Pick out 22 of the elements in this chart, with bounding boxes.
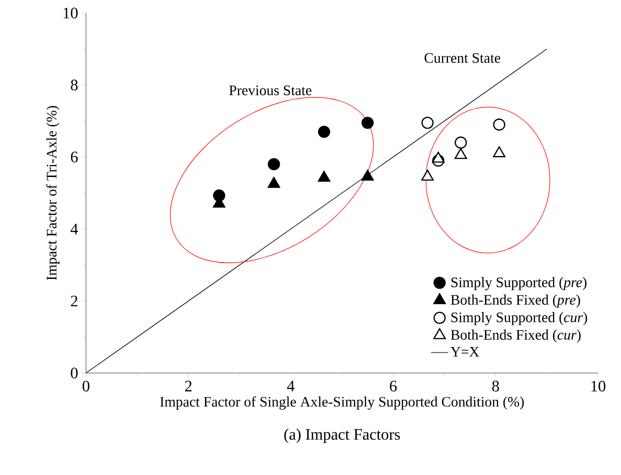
legend-label: Both-Ends Fixed (cur): [450, 330, 581, 343]
y-tick-label: 4: [70, 224, 78, 234]
x-tick-label: 8: [492, 380, 499, 392]
y-axis-title: Impact Factor of Tri-Axle (%): [46, 106, 60, 280]
y-tick-label: 0: [70, 368, 78, 378]
text: (a) Impact Factors: [284, 428, 400, 443]
y-tick-label: 8: [70, 80, 78, 90]
x-tick-label: 2: [185, 380, 192, 392]
y-tick-label: 2: [70, 296, 78, 306]
x-axis-title: Impact Factor of Single Axle-Simply Supported Condition (%): [160, 396, 524, 410]
x-tick-label: 10: [591, 380, 606, 392]
legend-label: Simply Supported (cur): [451, 312, 588, 326]
y-tick-label: 6: [70, 152, 78, 162]
x-tick-label: 0: [82, 380, 90, 392]
x-tick-label: 4: [287, 380, 295, 392]
legend-label: Both-Ends Fixed (pre): [450, 294, 580, 308]
annotation: Current State: [424, 53, 500, 63]
y-tick-label: 10: [64, 8, 78, 18]
legend-label: Simply Supported (pre): [451, 277, 586, 290]
x-tick-label: 6: [390, 380, 397, 392]
legend-label: Y=X: [450, 347, 480, 357]
annotation: Previous State: [229, 86, 312, 96]
